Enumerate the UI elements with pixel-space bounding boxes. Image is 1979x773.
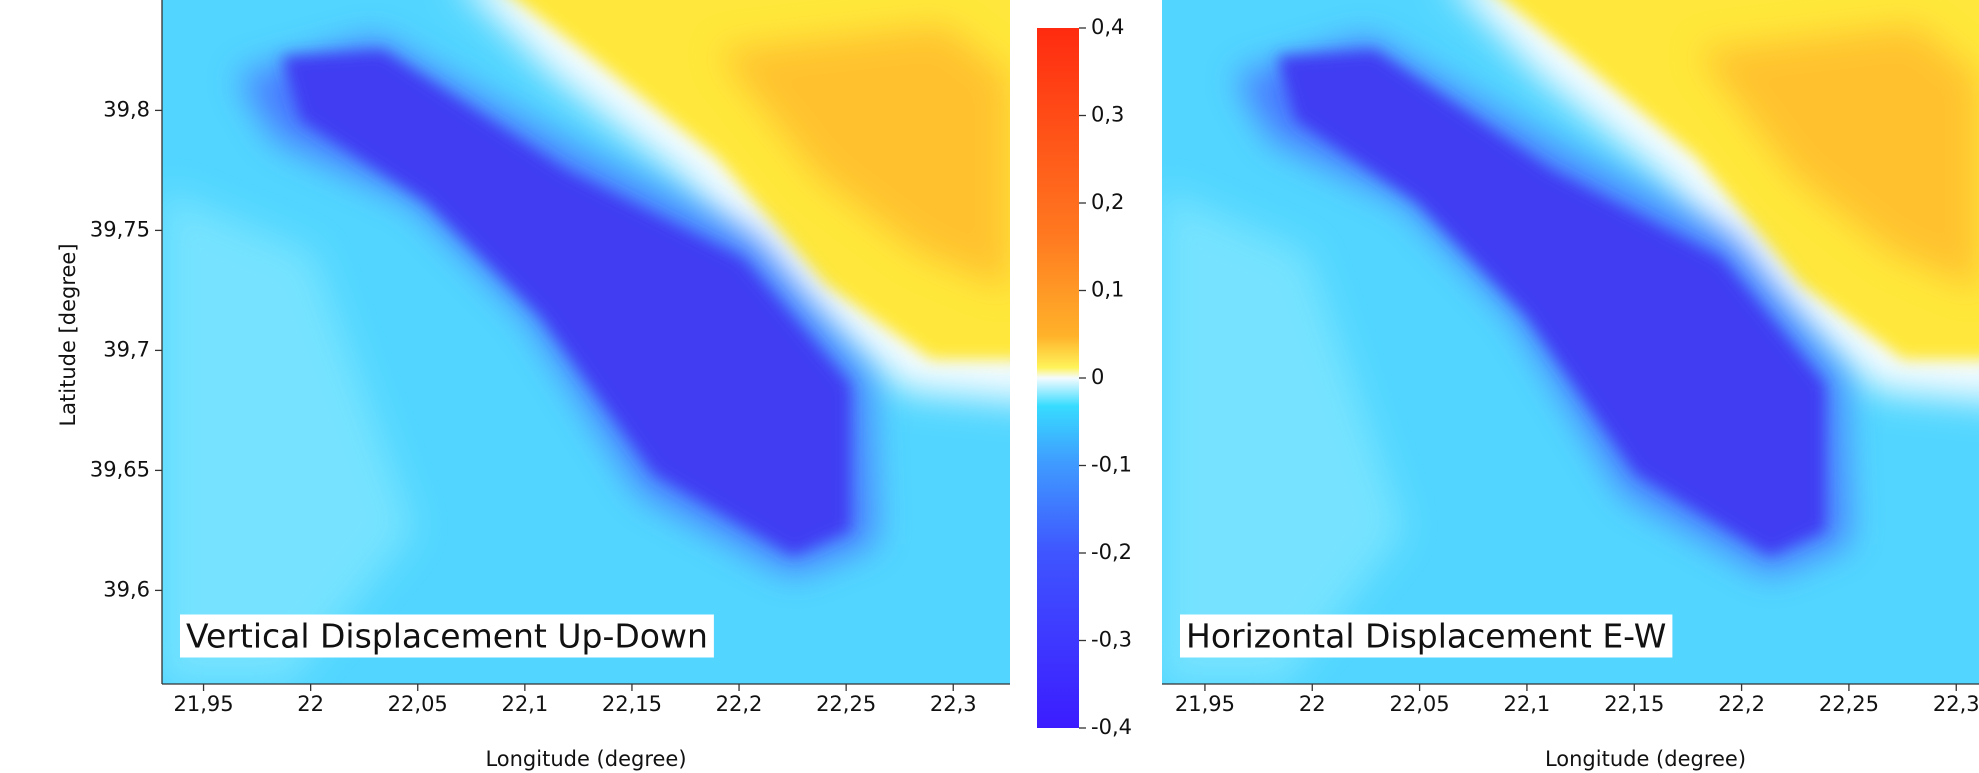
map-image xyxy=(162,0,1010,684)
x-axis-label: Longitude (degree) xyxy=(485,747,686,771)
map-image xyxy=(1162,0,1979,684)
colorbar-tick-label: -0,3 xyxy=(1091,628,1132,652)
colorbar-tick-label: 0,2 xyxy=(1091,190,1124,214)
x-tick-label: 21,95 xyxy=(173,692,233,716)
colorbar xyxy=(1037,28,1079,728)
x-tick-label: 22 xyxy=(1299,692,1326,716)
x-tick-label: 22,05 xyxy=(388,692,448,716)
x-tick-label: 22,15 xyxy=(602,692,662,716)
x-tick-label: 22,3 xyxy=(930,692,977,716)
x-tick-label: 22,25 xyxy=(816,692,876,716)
x-tick-label: 22 xyxy=(297,692,324,716)
x-tick-label: 21,95 xyxy=(1175,692,1235,716)
y-tick-label: 39,8 xyxy=(103,97,150,121)
panel-label: Horizontal Displacement E-W xyxy=(1186,617,1666,656)
y-tick-label: 39,75 xyxy=(90,217,150,241)
map-orange xyxy=(717,25,1010,291)
x-tick-label: 22,1 xyxy=(1504,692,1551,716)
colorbar-tick-label: -0,1 xyxy=(1091,453,1132,477)
y-axis-label: Latitude [degree] xyxy=(56,243,80,426)
x-tick-label: 22,15 xyxy=(1604,692,1664,716)
map-light xyxy=(162,189,415,684)
map-darkblue xyxy=(281,50,850,556)
colorbar-tick-label: 0,4 xyxy=(1091,15,1124,39)
x-tick-label: 22,3 xyxy=(1933,692,1979,716)
x-tick-label: 22,2 xyxy=(1718,692,1765,716)
map-darkblue xyxy=(1277,50,1825,556)
colorbar-tick-label: 0,3 xyxy=(1091,103,1124,127)
x-tick-label: 22,2 xyxy=(716,692,763,716)
x-axis-label: Longitude (degree) xyxy=(1545,747,1746,771)
colorbar-tick-label: -0,4 xyxy=(1091,715,1132,739)
y-tick-label: 39,65 xyxy=(90,457,150,481)
x-tick-label: 22,25 xyxy=(1819,692,1879,716)
x-tick-label: 22,1 xyxy=(501,692,548,716)
colorbar-tick-label: 0,1 xyxy=(1091,278,1124,302)
x-tick-label: 22,05 xyxy=(1390,692,1450,716)
panel-label: Vertical Displacement Up-Down xyxy=(186,617,708,656)
panel-label-box xyxy=(180,614,714,658)
map-orange xyxy=(1696,25,1979,291)
map-light xyxy=(1162,189,1406,684)
colorbar-tick-label: -0,2 xyxy=(1091,540,1132,564)
y-tick-label: 39,7 xyxy=(103,337,150,361)
colorbar-tick-label: 0 xyxy=(1091,365,1104,389)
y-tick-label: 39,6 xyxy=(103,577,150,601)
panel-label-box xyxy=(1180,614,1673,658)
